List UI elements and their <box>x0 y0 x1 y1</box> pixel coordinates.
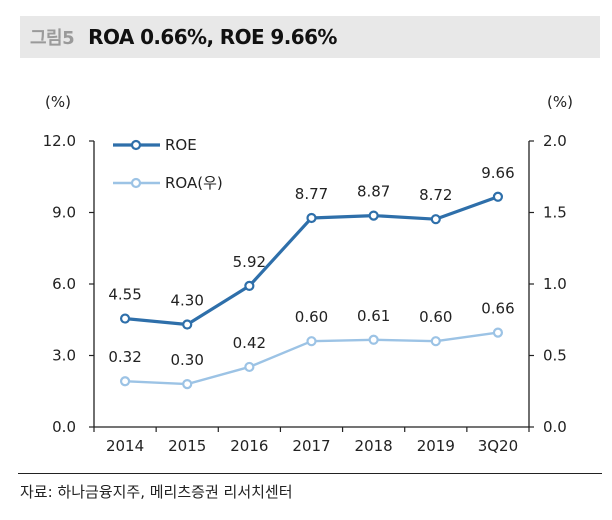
y-right-tick-label: 0.5 <box>543 347 567 365</box>
data-label-roa: 0.30 <box>171 351 204 369</box>
y-left-tick-label: 3.0 <box>52 347 76 365</box>
data-label-roe: 8.72 <box>419 186 452 204</box>
source-divider <box>18 473 602 474</box>
data-label-roa: 0.32 <box>108 348 141 366</box>
data-label-roa: 0.66 <box>481 300 514 318</box>
data-label-roa: 0.60 <box>419 308 452 326</box>
x-tick-label: 2014 <box>106 437 144 455</box>
x-tick-label: 2018 <box>355 437 393 455</box>
data-point-roe <box>306 212 317 224</box>
data-point-roa <box>430 336 441 347</box>
x-tick-label: 2016 <box>230 437 268 455</box>
data-label-roe: 8.77 <box>295 185 328 203</box>
y-left-tick-label: 0.0 <box>52 418 76 436</box>
data-point-roe <box>244 280 255 292</box>
data-label-roe: 4.30 <box>171 292 204 310</box>
y-right-unit-label: (%) <box>547 93 573 111</box>
source-note: 자료: 하나금융지주, 메리츠증권 리서치센터 <box>20 483 293 501</box>
y-right-tick-label: 1.0 <box>543 275 567 293</box>
data-point-roa <box>119 376 131 387</box>
data-point-roa <box>182 379 193 390</box>
legend-marker-roa <box>130 177 142 189</box>
data-point-roe <box>119 313 131 324</box>
figure-number: 그림5 <box>30 28 75 49</box>
legend-label-roa: ROA(우) <box>165 174 223 192</box>
legend-label-roe: ROE <box>165 136 197 154</box>
y-right-tick-label: 2.0 <box>543 132 567 150</box>
data-point-roa <box>244 361 255 373</box>
x-tick-label: 3Q20 <box>478 437 518 455</box>
data-labels: 4.55 4.30 5.92 8.77 8.87 8.72 9.66 0.32 0.30 0.42… <box>108 164 514 369</box>
data-point-roa <box>368 334 379 345</box>
figure-title: ROA 0.66%, ROE 9.66% <box>88 25 337 49</box>
x-tick-label: 2015 <box>168 437 206 455</box>
x-tick-label: 2019 <box>417 437 455 455</box>
data-point-roe <box>368 210 379 221</box>
x-tick-label: 2017 <box>292 437 330 455</box>
data-label-roa: 0.60 <box>295 308 328 326</box>
data-point-roe <box>492 191 504 202</box>
y-left-tick-label: 9.0 <box>52 204 76 222</box>
data-point-roa <box>492 327 504 338</box>
legend: ROE ROA(우) <box>113 136 223 192</box>
y-left-unit-label: (%) <box>45 93 71 111</box>
data-label-roe: 5.92 <box>233 253 266 271</box>
axes: 0.0 3.0 6.0 9.0 12.0 0.0 0.5 1.0 1.5 2.0 (%) (%) 201… <box>43 93 573 455</box>
data-label-roe: 8.87 <box>357 183 390 201</box>
y-right-tick-label: 0.0 <box>543 418 567 436</box>
data-label-roe: 9.66 <box>481 164 514 182</box>
y-left-tick-label: 6.0 <box>52 275 76 293</box>
y-left-tick-label: 12.0 <box>43 132 76 150</box>
data-label-roe: 4.55 <box>108 286 141 304</box>
legend-marker-roe <box>130 139 142 151</box>
series-lines <box>119 191 504 390</box>
figure-title-bar: 그림5 ROA 0.66%, ROE 9.66% <box>20 16 600 58</box>
data-point-roa <box>306 336 317 347</box>
y-right-tick-label: 1.5 <box>543 204 567 222</box>
data-label-roa: 0.61 <box>357 307 390 325</box>
data-point-roe <box>182 319 193 330</box>
data-label-roa: 0.42 <box>233 334 266 352</box>
data-point-roe <box>430 214 441 225</box>
